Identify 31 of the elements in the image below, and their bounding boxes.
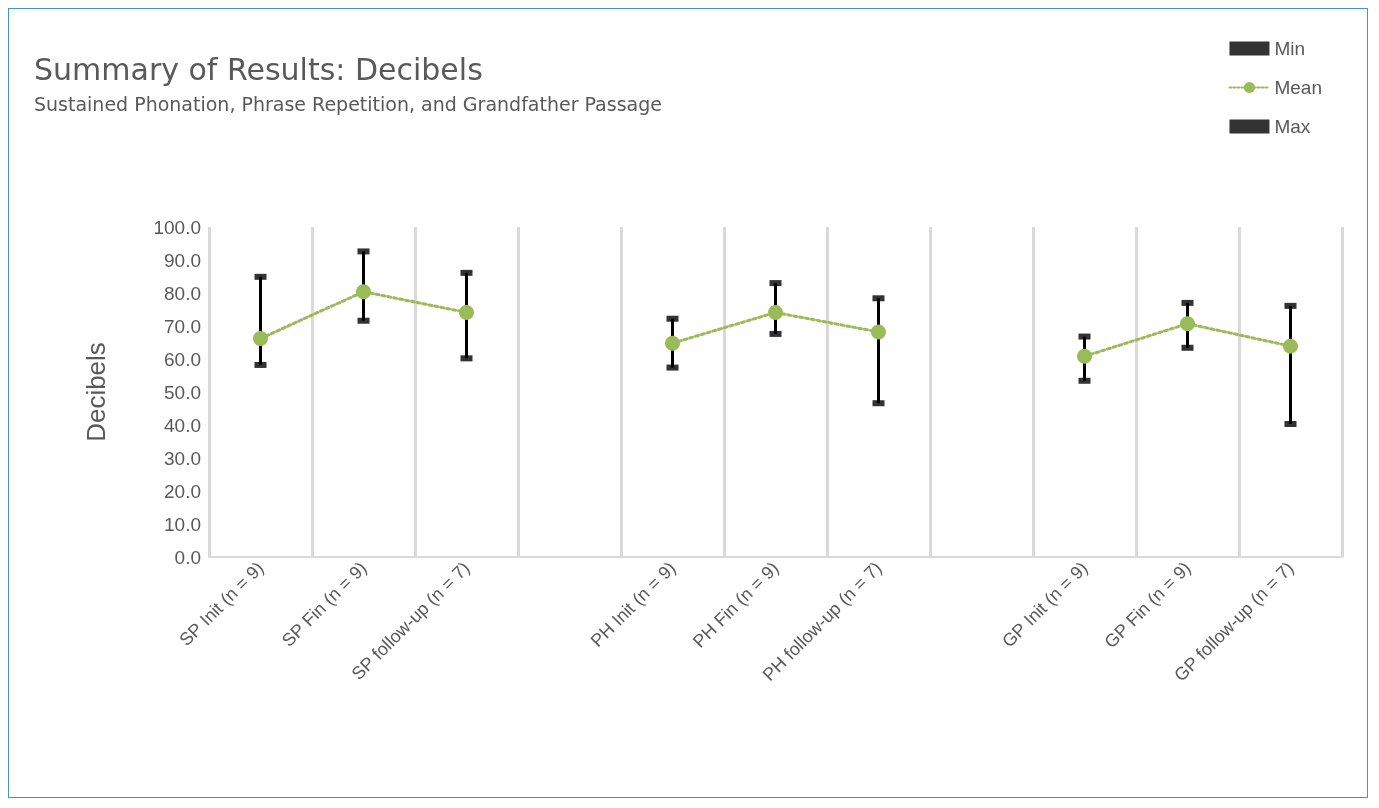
y-tick-label: 70.0 bbox=[164, 315, 201, 337]
y-tick-label: 90.0 bbox=[164, 249, 201, 271]
legend-label: Mean bbox=[1274, 77, 1322, 98]
y-tick-label: 60.0 bbox=[164, 348, 201, 370]
point bbox=[768, 304, 783, 320]
y-axis-title: Decibels bbox=[81, 342, 111, 442]
chart-subtitle: Sustained Phonation, Phrase Repetition, and Grandfather Passage bbox=[34, 92, 662, 115]
y-tick-label: 10.0 bbox=[164, 513, 201, 535]
x-tick-label: GP Fin (n = 9) bbox=[1100, 557, 1195, 653]
point bbox=[871, 324, 886, 340]
legend-label: Min bbox=[1274, 38, 1306, 59]
y-tick-label: 0.0 bbox=[174, 546, 201, 568]
point bbox=[1283, 338, 1298, 354]
point bbox=[459, 304, 474, 320]
x-tick-label: SP Fin (n = 9) bbox=[277, 557, 371, 651]
y-tick-label: 50.0 bbox=[164, 381, 201, 403]
point bbox=[1180, 316, 1195, 332]
y-tick-label: 100.0 bbox=[153, 216, 201, 238]
y-tick-label: 40.0 bbox=[164, 414, 201, 436]
x-tick-label: GP Init (n = 9) bbox=[998, 557, 1092, 652]
y-tick-label: 80.0 bbox=[164, 282, 201, 304]
point bbox=[1077, 348, 1092, 364]
y-tick-label: 20.0 bbox=[164, 480, 201, 502]
x-tick-label: PH Init (n = 9) bbox=[586, 557, 680, 651]
point bbox=[253, 331, 268, 347]
x-tick-label: PH Fin (n = 9) bbox=[688, 557, 783, 652]
legend-label: Max bbox=[1274, 116, 1311, 137]
chart-title: Summary of Results: Decibels bbox=[34, 51, 483, 87]
point bbox=[665, 335, 680, 351]
y-tick-label: 30.0 bbox=[164, 447, 201, 469]
point bbox=[356, 284, 371, 300]
